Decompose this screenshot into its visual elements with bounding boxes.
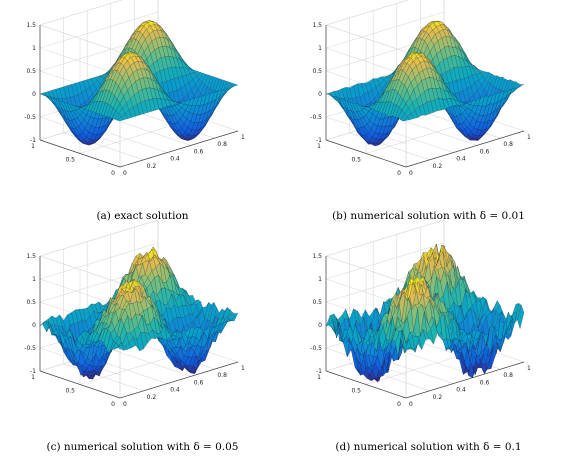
surface-plot-a: 1.5 1 0.5 0 -0.5 -1 0 0.2 0.4 0.6 0.8 1 0 0.5 1 (24, 0, 245, 177)
y-tick-label: 1 (317, 143, 321, 150)
y-tick-label: 0 (397, 170, 401, 177)
x-tick-label: 0.4 (170, 387, 180, 394)
z-tick-label: 1 (318, 45, 322, 52)
x-axis-line (119, 130, 239, 168)
z-tick-label: -1 (30, 368, 36, 375)
z-tick-label: 0 (32, 91, 36, 98)
caption-a: (a) exact solution (96, 210, 189, 222)
x-tick-label: 1 (527, 365, 531, 372)
z-tick-label: -0.5 (310, 345, 322, 352)
z-tick-label: 1 (318, 276, 322, 283)
surface-patch (517, 304, 525, 329)
z-tick-label: 1.5 (26, 22, 36, 29)
caption-c: (c) numerical solution with δ = 0.05 (46, 441, 239, 453)
z-tick-label: 0.5 (26, 299, 36, 306)
x-tick-label: 1 (241, 134, 245, 141)
x-tick-label: 0.8 (217, 372, 227, 379)
x-tick-label: 0.8 (503, 141, 513, 148)
x-tick-label: 0.4 (456, 156, 466, 163)
surface-patch (517, 83, 525, 89)
x-axis-line (405, 361, 525, 399)
z-tick-label: 0 (318, 322, 322, 329)
x-tick-label: 0.6 (194, 379, 204, 386)
y-axis-line (39, 370, 121, 399)
x-tick-label: 0.6 (194, 148, 204, 155)
y-tick-label: 0 (397, 401, 401, 408)
y-tick-label: 0.5 (351, 157, 361, 164)
z-tick-label: -1 (30, 137, 36, 144)
x-tick-label: 0.2 (433, 394, 443, 401)
surface-plot-d: 1.5 1 0.5 0 -0.5 -1 0 0.2 0.4 0.6 0.8 1 0 0.5 1 (310, 219, 531, 408)
x-axis-line (405, 130, 525, 168)
surface-panel-a: 1.5 1 0.5 0 -0.5 -1 0 0.2 0.4 0.6 0.8 1 0 0.5 1 (a) ex… (0, 0, 285, 231)
x-tick-label: 0 (123, 170, 127, 177)
z-tick-label: -0.5 (24, 114, 36, 121)
surface-mesh (39, 20, 239, 146)
z-tick-label: 0.5 (312, 299, 322, 306)
x-tick-label: 1 (527, 134, 531, 141)
z-tick-label: 0.5 (312, 68, 322, 75)
x-tick-label: 0.4 (456, 387, 466, 394)
surface-mesh (325, 243, 525, 383)
y-axis-line (325, 370, 407, 399)
z-tick-label: 0 (318, 91, 322, 98)
surface-panel-d: 1.5 1 0.5 0 -0.5 -1 0 0.2 0.4 0.6 0.8 1 0 0.5 1 (d) nu… (286, 219, 571, 462)
y-tick-label: 0.5 (351, 388, 361, 395)
x-tick-label: 0.6 (480, 379, 490, 386)
caption-d: (d) numerical solution with δ = 0.1 (335, 441, 522, 453)
y-tick-label: 0 (111, 401, 115, 408)
surface-plot-b: 1.5 1 0.5 0 -0.5 -1 0 0.2 0.4 0.6 0.8 1 0 0.5 1 (310, 0, 531, 177)
x-tick-label: 0.2 (147, 163, 157, 170)
surface-patch (231, 312, 239, 322)
x-tick-label: 0.2 (147, 394, 157, 401)
z-tick-label: 1.5 (312, 253, 322, 260)
y-tick-label: 1 (317, 374, 321, 381)
z-tick-label: 1 (32, 45, 36, 52)
y-axis-line (39, 139, 121, 168)
y-tick-label: 1 (31, 374, 35, 381)
y-tick-label: 0.5 (65, 157, 75, 164)
surface-panel-c: 1.5 1 0.5 0 -0.5 -1 0 0.2 0.4 0.6 0.8 1 0 0.5 1 (c) nu… (0, 219, 285, 462)
x-tick-label: 0.8 (217, 141, 227, 148)
z-tick-label: -0.5 (310, 114, 322, 121)
z-tick-label: 1.5 (312, 22, 322, 29)
x-tick-label: 0.4 (170, 156, 180, 163)
x-axis-line (119, 361, 239, 399)
z-tick-label: 1 (32, 276, 36, 283)
caption-b: (b) numerical solution with δ = 0.01 (332, 210, 525, 222)
x-tick-label: 0.2 (433, 163, 443, 170)
y-tick-label: 0.5 (65, 388, 75, 395)
y-tick-label: 1 (31, 143, 35, 150)
x-tick-label: 1 (241, 365, 245, 372)
z-tick-label: 0.5 (26, 68, 36, 75)
x-tick-label: 0 (409, 170, 413, 177)
x-tick-label: 0 (409, 401, 413, 408)
x-tick-label: 0.6 (480, 148, 490, 155)
z-tick-label: 1.5 (26, 253, 36, 260)
y-axis-line (325, 139, 407, 168)
surface-patch (411, 343, 418, 353)
z-tick-label: -1 (316, 137, 322, 144)
z-tick-label: 0 (32, 322, 36, 329)
surface-mesh (39, 246, 239, 380)
z-tick-label: -0.5 (24, 345, 36, 352)
x-tick-label: 0.8 (503, 372, 513, 379)
x-tick-label: 0 (123, 401, 127, 408)
surface-plot-c: 1.5 1 0.5 0 -0.5 -1 0 0.2 0.4 0.6 0.8 1 0 0.5 1 (24, 219, 245, 408)
surface-mesh (325, 20, 525, 147)
surface-panel-b: 1.5 1 0.5 0 -0.5 -1 0 0.2 0.4 0.6 0.8 1 0 0.5 1 (b) nu… (286, 0, 571, 231)
surface-patch (231, 83, 239, 88)
z-tick-label: -1 (316, 368, 322, 375)
y-tick-label: 0 (111, 170, 115, 177)
